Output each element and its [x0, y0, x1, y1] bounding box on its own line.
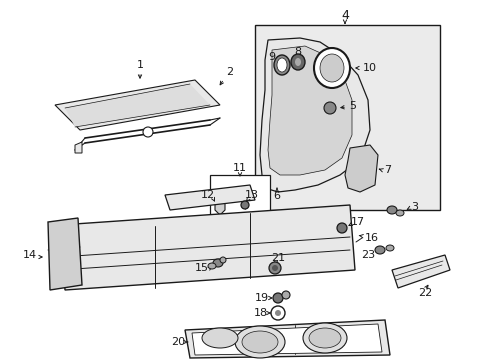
Ellipse shape — [207, 263, 216, 269]
Text: 17: 17 — [350, 217, 365, 227]
Ellipse shape — [324, 102, 335, 114]
Text: 13: 13 — [244, 190, 259, 200]
Text: 6: 6 — [273, 191, 280, 201]
Polygon shape — [192, 324, 381, 355]
Ellipse shape — [272, 293, 283, 303]
Ellipse shape — [271, 265, 278, 271]
Text: 11: 11 — [232, 163, 246, 173]
Text: 4: 4 — [340, 9, 348, 22]
Ellipse shape — [386, 206, 396, 214]
Ellipse shape — [276, 58, 286, 72]
Text: 10: 10 — [362, 63, 376, 73]
Polygon shape — [164, 185, 254, 210]
Polygon shape — [48, 218, 82, 290]
Ellipse shape — [270, 306, 285, 320]
Polygon shape — [260, 38, 369, 192]
Ellipse shape — [308, 328, 340, 348]
Text: 19: 19 — [254, 293, 268, 303]
Polygon shape — [60, 205, 354, 290]
Ellipse shape — [274, 310, 281, 316]
Ellipse shape — [142, 127, 153, 137]
Text: 23: 23 — [360, 250, 374, 260]
Ellipse shape — [235, 326, 285, 358]
Text: 2: 2 — [226, 67, 233, 77]
Ellipse shape — [385, 245, 393, 251]
Ellipse shape — [241, 201, 248, 209]
Polygon shape — [215, 200, 224, 215]
Ellipse shape — [202, 328, 238, 348]
Text: 20: 20 — [171, 337, 184, 347]
Ellipse shape — [313, 48, 349, 88]
Polygon shape — [55, 80, 220, 130]
Text: 5: 5 — [349, 101, 356, 111]
Ellipse shape — [213, 259, 223, 267]
Ellipse shape — [290, 54, 305, 70]
Ellipse shape — [242, 331, 278, 353]
Bar — [209, 175, 269, 225]
Text: 7: 7 — [384, 165, 391, 175]
Text: 15: 15 — [195, 263, 208, 273]
Text: 8: 8 — [294, 47, 301, 57]
Ellipse shape — [220, 257, 225, 263]
Text: 18: 18 — [253, 308, 267, 318]
Ellipse shape — [395, 210, 403, 216]
Bar — [254, 25, 439, 210]
Text: 3: 3 — [411, 202, 418, 212]
Text: 16: 16 — [364, 233, 378, 243]
Ellipse shape — [319, 54, 343, 82]
Ellipse shape — [268, 262, 281, 274]
Ellipse shape — [294, 58, 301, 66]
Ellipse shape — [336, 223, 346, 233]
Text: 9: 9 — [268, 52, 275, 62]
Text: 12: 12 — [201, 190, 215, 200]
Polygon shape — [75, 142, 82, 153]
Polygon shape — [345, 145, 377, 192]
Polygon shape — [184, 320, 389, 358]
Text: 14: 14 — [23, 250, 37, 260]
Ellipse shape — [374, 246, 384, 254]
Polygon shape — [267, 46, 351, 175]
Ellipse shape — [282, 291, 289, 299]
Polygon shape — [391, 255, 449, 288]
Text: 21: 21 — [270, 253, 285, 263]
Text: 1: 1 — [136, 60, 143, 70]
Ellipse shape — [273, 55, 289, 75]
Text: 22: 22 — [417, 288, 431, 298]
Ellipse shape — [303, 323, 346, 353]
Polygon shape — [65, 84, 209, 127]
